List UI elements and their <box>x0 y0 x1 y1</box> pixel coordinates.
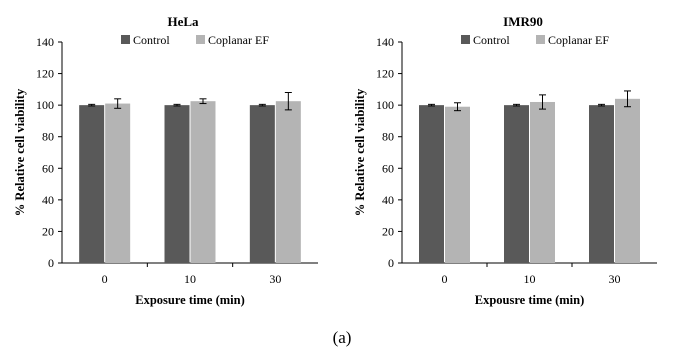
imr90-y-tick-label: 0 <box>388 256 394 270</box>
imr90-x-tick-label: 10 <box>524 272 536 286</box>
hela-error-bar <box>173 103 181 107</box>
imr90-y-tick-label: 100 <box>376 98 394 112</box>
hela-y-tick-label: 120 <box>36 67 54 81</box>
hela-y-tick-label: 100 <box>36 98 54 112</box>
imr90-error-bar <box>539 94 546 110</box>
hela-y-tick-label: 0 <box>48 256 54 270</box>
imr90-y-tick-label: 140 <box>376 35 394 49</box>
imr90-error-bar <box>428 103 435 107</box>
hela-bar-coplanar-ef <box>275 101 301 263</box>
imr90-y-tick-label: 80 <box>382 130 394 144</box>
hela-legend-label-coplanar-ef: Coplanar EF <box>208 33 269 47</box>
hela-bar-control <box>79 105 105 264</box>
imr90-title: IMR90 <box>503 14 543 29</box>
imr90-legend-label-coplanar-ef: Coplanar EF <box>548 33 609 47</box>
hela-bar-coplanar-ef <box>105 103 131 263</box>
imr90-x-tick-label: 30 <box>609 272 621 286</box>
imr90-error-bar <box>624 90 631 108</box>
imr90-y-axis-label: % Relative cell viability <box>353 88 367 216</box>
hela-x-tick-label: 10 <box>184 272 196 286</box>
imr90-bar-control <box>504 105 529 264</box>
hela-error-bar <box>258 103 266 107</box>
imr90-bar-control <box>589 105 614 264</box>
imr90-legend-swatch-coplanar-ef <box>536 35 545 44</box>
hela-error-bar <box>199 98 207 105</box>
imr90-bar-coplanar-ef <box>615 98 640 263</box>
imr90-legend-swatch-control <box>461 35 470 44</box>
hela-y-tick-label: 20 <box>42 224 54 238</box>
hela-error-bar <box>284 92 292 111</box>
hela-bar-control <box>249 105 275 264</box>
hela-bar-control <box>164 105 190 264</box>
hela-legend-swatch-coplanar-ef <box>196 35 205 44</box>
hela-x-axis-label: Exposure time (min) <box>135 293 245 307</box>
hela-error-bar <box>114 98 122 109</box>
figure-caption: (a) <box>333 328 352 347</box>
hela-legend-label-control: Control <box>133 33 170 47</box>
imr90-bar-coplanar-ef <box>530 101 555 263</box>
hela-x-tick-label: 0 <box>102 272 108 286</box>
imr90-y-tick-label: 120 <box>376 67 394 81</box>
hela-y-tick-label: 140 <box>36 35 54 49</box>
imr90-bar-control <box>419 105 444 264</box>
hela-y-tick-label: 80 <box>42 130 54 144</box>
imr90-y-tick-label: 60 <box>382 161 394 175</box>
imr90-bar-coplanar-ef <box>445 106 470 263</box>
hela-y-tick-label: 40 <box>42 193 54 207</box>
imr90-x-tick-label: 0 <box>442 272 448 286</box>
imr90-y-tick-label: 20 <box>382 224 394 238</box>
hela-title: HeLa <box>167 14 199 29</box>
imr90-error-bar <box>513 103 520 107</box>
hela-y-tick-label: 60 <box>42 161 54 175</box>
imr90-error-bar <box>454 102 461 112</box>
hela-y-axis-label: % Relative cell viability <box>13 88 27 216</box>
imr90-y-tick-label: 40 <box>382 193 394 207</box>
imr90-error-bar <box>598 103 605 107</box>
hela-legend-swatch-control <box>121 35 130 44</box>
imr90-legend-label-control: Control <box>473 33 510 47</box>
hela-error-bar <box>88 103 96 107</box>
hela-x-tick-label: 30 <box>269 272 281 286</box>
imr90-x-axis-label: Expousre time (min) <box>475 293 585 307</box>
hela-bar-coplanar-ef <box>190 101 216 263</box>
